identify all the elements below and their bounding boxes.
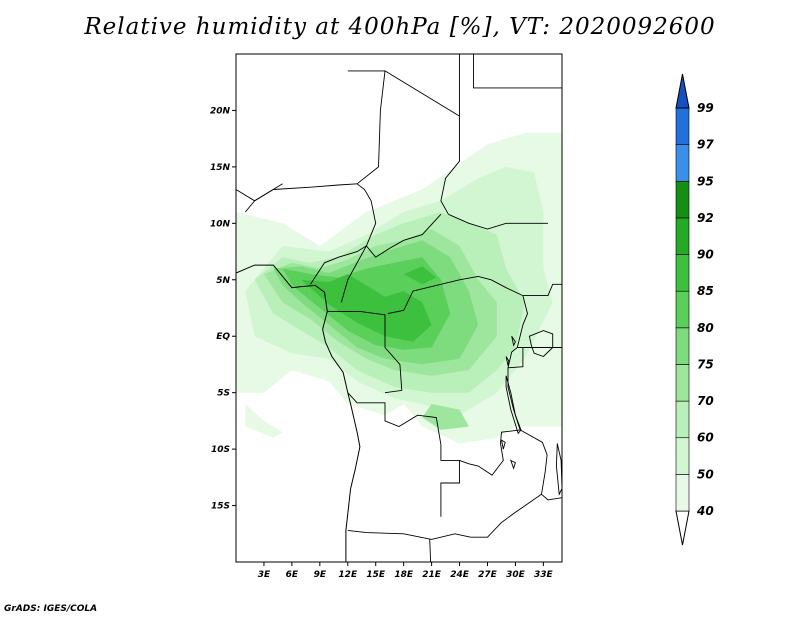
country-border [236,183,358,202]
humidity-field [236,133,562,444]
grads-credit: GrADS: IGES/COLA [4,604,98,614]
colorbar-swatch [675,327,690,365]
country-border [522,283,562,297]
lon-tick-label: 33E [534,570,554,580]
colorbar-label: 92 [697,211,714,225]
colorbar-label: 95 [697,174,714,188]
colorbar-label: 97 [697,138,714,152]
lat-tick-label: 5S [217,389,230,399]
lat-tick-label: 10N [210,219,231,229]
colorbar-label: 99 [697,101,714,115]
lake-outline [528,330,554,358]
lon-tick-label: 24E [450,570,470,580]
colorbar-swatch [675,400,690,439]
colorbar-swatch [675,254,690,292]
country-border [310,245,367,285]
lon-tick-label: 9E [314,570,327,580]
lake-outline [505,375,522,435]
lake-outline [511,335,516,347]
country-border [473,54,562,89]
humidity-region-70 [422,404,469,430]
colorbar-swatch [675,180,690,219]
coastline [236,264,361,562]
colorbar-label: 90 [697,248,714,262]
colorbar-low-triangle [675,510,690,546]
country-border [541,493,562,501]
lon-tick-label: 30E [506,570,526,580]
colorbar-label: 85 [697,284,714,298]
lon-tick-label: 15E [366,570,386,580]
lat-tick-label: 20N [210,106,231,116]
lat-tick-label: 5N [216,276,230,286]
country-border [448,213,548,230]
colorbar-label: 60 [697,431,714,445]
lat-tick-label: 15S [211,502,230,512]
lon-tick-label: 27E [478,570,498,580]
country-border [429,539,432,562]
country-border [459,429,521,476]
map-title: Relative humidity at 400hPa [%], VT: 202… [84,14,716,40]
lake-outline [505,356,510,366]
country-border [507,295,528,431]
country-border [440,54,460,215]
humidity-region-40 [245,404,283,438]
country-borders [236,54,562,562]
colorbar-high-triangle [675,73,690,109]
lake-outline [510,459,516,470]
lon-tick-label: 12E [338,570,358,580]
colorbar-label: 80 [697,321,714,335]
map-frame [235,53,563,563]
lon-tick-label: 18E [394,570,414,580]
country-border [507,347,524,369]
country-border [347,392,460,517]
colorbar-swatch [675,437,690,475]
colorbar-swatch [675,217,690,255]
lon-tick-label: 6E [286,570,299,580]
country-border [244,183,283,213]
colorbar-label: 40 [696,504,714,518]
colorbar-label: 70 [697,394,714,408]
longitude-axis: 3E 6E 9E 12E 15E 18E 21E 24E 27E 30E 33E [258,562,554,580]
humidity-region-85 [301,274,432,342]
colorbar-label: 50 [697,467,714,481]
country-border [347,529,471,540]
country-border [356,183,442,258]
colorbar: 40 50 60 70 75 80 85 90 92 95 97 99 [675,73,714,546]
country-border [356,70,460,185]
latitude-axis: 20N 15N 10N 5N EQ 5S 10S 15S [210,106,236,512]
lake-outline [555,443,562,496]
colorbar-swatch [675,144,690,182]
colorbar-swatch [675,107,690,145]
country-border [387,275,524,315]
lat-tick-label: 10S [211,445,230,455]
colorbar-swatch [675,364,690,402]
colorbar-swatch [675,290,690,329]
lon-tick-label: 21E [422,570,442,580]
country-border [341,310,403,394]
colorbar-label: 75 [697,357,714,371]
humidity-region-85 [403,266,437,285]
lon-tick-label: 3E [258,570,271,580]
lat-tick-label: 15N [210,163,231,173]
country-border [340,245,367,303]
lake-outline [500,439,506,450]
lat-tick-label: EQ [216,332,230,342]
colorbar-swatch [675,474,690,512]
